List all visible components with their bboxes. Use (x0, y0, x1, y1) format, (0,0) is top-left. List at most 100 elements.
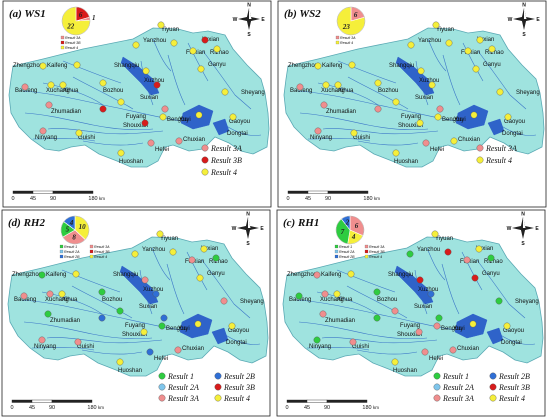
pie-value-label: 5 (66, 226, 70, 234)
city-label: Gaoyou (504, 119, 525, 125)
river-line (347, 76, 409, 110)
station-marker (503, 322, 511, 330)
station-marker (201, 36, 209, 44)
city-label: Bengbu (441, 326, 462, 332)
station-marker (496, 88, 504, 96)
legend-label: Result 2B (223, 372, 255, 381)
pie-outline (336, 6, 366, 36)
station-marker (142, 67, 150, 75)
legend-label: Result 2A (167, 383, 199, 392)
city-label: Suxian (139, 304, 157, 310)
station-marker (495, 297, 503, 305)
river-line (186, 251, 208, 291)
station-marker (158, 322, 166, 330)
city-label: Rizhao (210, 50, 229, 56)
summary-pie: 623 (336, 6, 366, 36)
map-panel: YiyuanYanzhouLvxianRizhaoFeixianGanyuZhe… (2, 0, 272, 208)
legend-label: Result 4 (498, 394, 525, 403)
city-label: Ganyu (483, 62, 501, 68)
river-line (336, 269, 396, 293)
city-label: Bozhou (377, 297, 397, 303)
city-label: Zhengzhou (287, 272, 317, 278)
station-marker (117, 149, 125, 157)
compass-rose: N S E W (232, 212, 265, 248)
legend-marker (489, 372, 497, 380)
river-line (224, 124, 262, 136)
station-marker (348, 61, 356, 69)
panel-label: (d) RH2 (8, 217, 45, 229)
pie-legend-label: Result 3B (369, 250, 385, 254)
legend-label: Result 1 (167, 372, 194, 381)
compass-e-label: E (536, 17, 540, 23)
city-label: Rizhao (485, 50, 504, 56)
river-line (356, 349, 418, 355)
station-marker (463, 256, 471, 264)
station-marker (194, 320, 202, 328)
station-marker (431, 230, 439, 238)
city-label: Gaoyou (229, 119, 250, 125)
legend-marker (489, 383, 497, 391)
city-label: Ninyang (35, 135, 57, 141)
legend-marker (214, 372, 222, 380)
city-label: Xuchang (46, 88, 70, 94)
station-marker (464, 47, 472, 55)
pie-legend-label: Result 1 (64, 245, 77, 249)
river-line (426, 247, 446, 281)
compass-highlight (524, 8, 527, 19)
station-marker (141, 276, 149, 284)
pie-value-label: 1 (92, 14, 96, 22)
scale-tick-label: 90 (325, 196, 331, 202)
city-label: Chuxian (183, 137, 205, 143)
station-marker (296, 83, 304, 91)
station-marker (444, 248, 452, 256)
scale-bar: 0 45 90 180 km (286, 190, 380, 202)
scale-segment (31, 399, 53, 403)
station-marker (407, 41, 415, 49)
legend-label: Result 3A (485, 144, 517, 153)
scale-segment (11, 399, 33, 403)
city-label: Ninyang (310, 135, 332, 141)
station-marker (475, 245, 483, 253)
legend-label: Result 4 (210, 168, 237, 177)
station-marker (153, 81, 161, 89)
city-label: Zhengzhou (13, 63, 43, 69)
scale-tick-label: 0 (285, 405, 288, 411)
map-legend: Result 1 Result 2B Result 2A Result 3B Resul… (158, 372, 255, 403)
legend-label: Result 3B (210, 156, 242, 165)
station-marker (313, 336, 321, 344)
river-line (296, 299, 478, 335)
city-label: Lvxian (201, 246, 218, 252)
river-line (498, 333, 536, 345)
basin-land (282, 236, 544, 377)
pie-legend-swatch (364, 244, 369, 249)
station-marker (58, 290, 66, 298)
compass-n-label: N (521, 212, 525, 218)
pie-value-label: 10 (79, 223, 87, 231)
station-marker (416, 276, 424, 284)
station-marker (116, 358, 124, 366)
basin-land (7, 236, 269, 377)
scale-bar: 0 45 90 180 km (11, 190, 105, 202)
city-label: Yanzhou (418, 38, 441, 44)
scale-tick-label: 45 (305, 196, 311, 202)
legend-label: Result 3A (442, 394, 474, 403)
map-area: YiyuanYanzhouLvxianRizhaoFeixianGanyuZhe… (7, 230, 269, 377)
city-label: Yiyuan (160, 236, 178, 242)
city-label: Bozhou (102, 297, 122, 303)
compass-highlight (523, 217, 526, 228)
scale-unit-label: km (374, 196, 380, 201)
city-label: Xuchang (320, 297, 344, 303)
station-marker (160, 314, 168, 322)
station-marker (445, 39, 453, 47)
compass-rose: N S E W (508, 3, 541, 39)
station-marker (417, 67, 425, 75)
map-legend: Result 3A Result 4 (476, 144, 517, 165)
station-marker (421, 348, 429, 356)
city-label: Xuzhou (419, 78, 439, 84)
panel-label: (b) WS2 (284, 8, 321, 20)
city-label: Bengbu (442, 117, 463, 123)
scale-tick-label: 45 (304, 405, 310, 411)
city-label: Rizhao (484, 259, 503, 265)
